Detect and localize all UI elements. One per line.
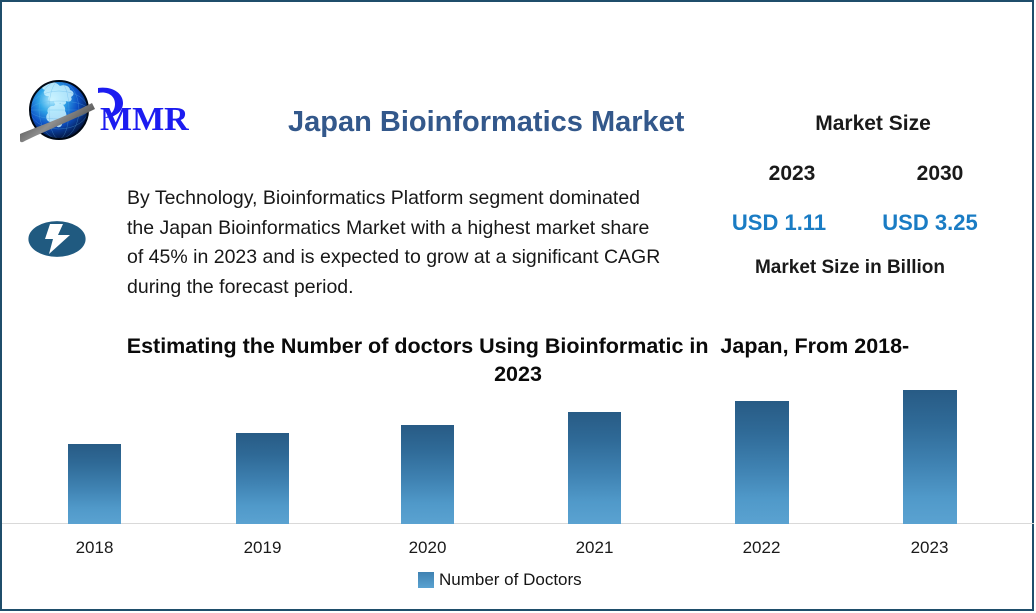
svg-text:MMR: MMR: [100, 101, 189, 138]
